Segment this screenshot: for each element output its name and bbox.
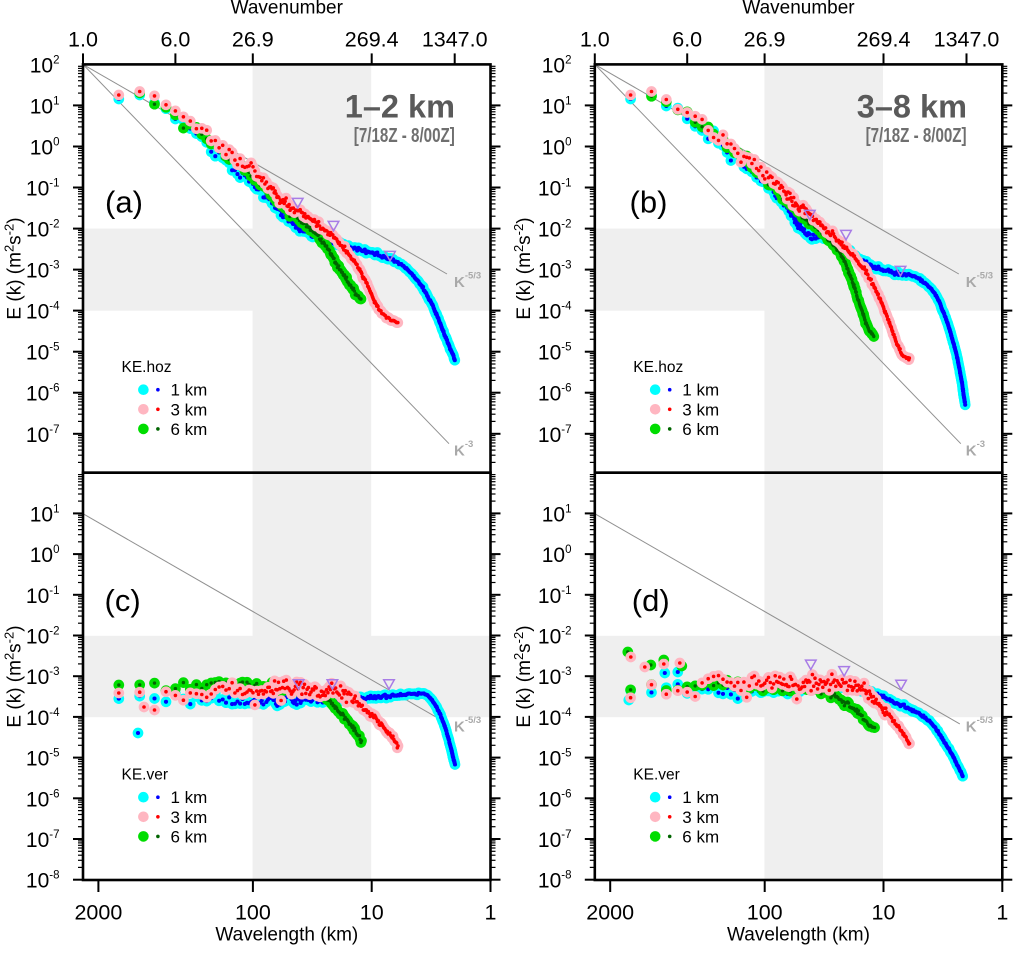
svg-text:KE.ver: KE.ver (633, 767, 680, 784)
svg-text:KE.ver: KE.ver (122, 767, 169, 784)
svg-text:3 km: 3 km (682, 400, 719, 419)
svg-text:KE.hoz: KE.hoz (633, 359, 683, 376)
svg-text:3 km: 3 km (171, 808, 208, 827)
svg-text:269.4: 269.4 (857, 28, 911, 52)
svg-text:26.9: 26.9 (744, 28, 786, 52)
svg-text:101: 101 (542, 503, 572, 526)
svg-text:6.0: 6.0 (160, 28, 190, 52)
svg-text:6.0: 6.0 (672, 28, 702, 52)
svg-text:Wavenumber: Wavenumber (742, 0, 855, 19)
svg-text:2000: 2000 (74, 901, 122, 925)
svg-text:10: 10 (360, 901, 384, 925)
svg-text:101: 101 (30, 503, 60, 526)
svg-text:3 km: 3 km (682, 808, 719, 827)
svg-text:1.0: 1.0 (68, 28, 98, 52)
svg-text:100: 100 (30, 137, 60, 160)
svg-text:KE.hoz: KE.hoz (122, 359, 172, 376)
svg-text:Wavelength (km): Wavelength (km) (215, 925, 358, 946)
svg-text:1 km: 1 km (171, 381, 208, 400)
svg-text:6 km: 6 km (682, 827, 719, 846)
svg-text:100: 100 (542, 137, 572, 160)
svg-text:(d): (d) (632, 583, 670, 618)
svg-text:[7/18Z - 8/00Z]: [7/18Z - 8/00Z] (354, 125, 455, 147)
svg-text:269.4: 269.4 (345, 28, 399, 52)
svg-text:102: 102 (542, 54, 572, 77)
svg-text:1–2 km: 1–2 km (345, 88, 455, 124)
svg-text:100: 100 (542, 544, 572, 567)
svg-text:1347.0: 1347.0 (934, 28, 1000, 52)
svg-text:100: 100 (30, 544, 60, 567)
svg-text:1 km: 1 km (171, 788, 208, 807)
svg-text:1: 1 (485, 901, 497, 925)
svg-text:1: 1 (996, 901, 1008, 925)
svg-text:(a): (a) (105, 184, 143, 219)
svg-text:101: 101 (542, 95, 572, 118)
svg-text:102: 102 (30, 54, 60, 77)
svg-text:[7/18Z - 8/00Z]: [7/18Z - 8/00Z] (866, 125, 967, 147)
svg-text:3 km: 3 km (171, 400, 208, 419)
svg-text:6 km: 6 km (682, 420, 719, 439)
svg-text:2000: 2000 (586, 901, 634, 925)
svg-text:6 km: 6 km (171, 827, 208, 846)
svg-text:100: 100 (747, 901, 783, 925)
svg-text:6 km: 6 km (171, 420, 208, 439)
svg-text:Wavelength (km): Wavelength (km) (727, 925, 870, 946)
svg-text:26.9: 26.9 (232, 28, 274, 52)
svg-text:(b): (b) (630, 184, 668, 219)
svg-text:101: 101 (30, 95, 60, 118)
svg-text:1.0: 1.0 (580, 28, 610, 52)
svg-text:100: 100 (235, 901, 271, 925)
svg-text:1347.0: 1347.0 (422, 28, 488, 52)
svg-text:3–8 km: 3–8 km (857, 88, 967, 124)
svg-text:10: 10 (872, 901, 896, 925)
svg-text:(c): (c) (105, 583, 141, 618)
svg-text:1 km: 1 km (682, 381, 719, 400)
svg-text:1 km: 1 km (682, 788, 719, 807)
svg-text:Wavenumber: Wavenumber (231, 0, 344, 19)
